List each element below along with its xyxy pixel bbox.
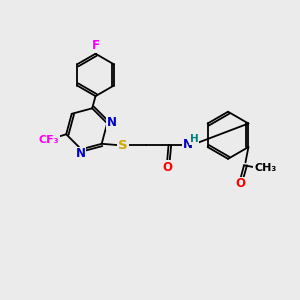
Text: S: S [118, 139, 128, 152]
Text: CF₃: CF₃ [39, 135, 59, 145]
Text: N: N [76, 148, 85, 160]
Text: O: O [162, 161, 172, 174]
Text: N: N [183, 138, 193, 151]
Text: F: F [92, 39, 100, 52]
Text: H: H [190, 134, 199, 144]
Text: CH₃: CH₃ [254, 163, 276, 173]
Text: O: O [236, 177, 245, 190]
Text: N: N [107, 116, 117, 129]
